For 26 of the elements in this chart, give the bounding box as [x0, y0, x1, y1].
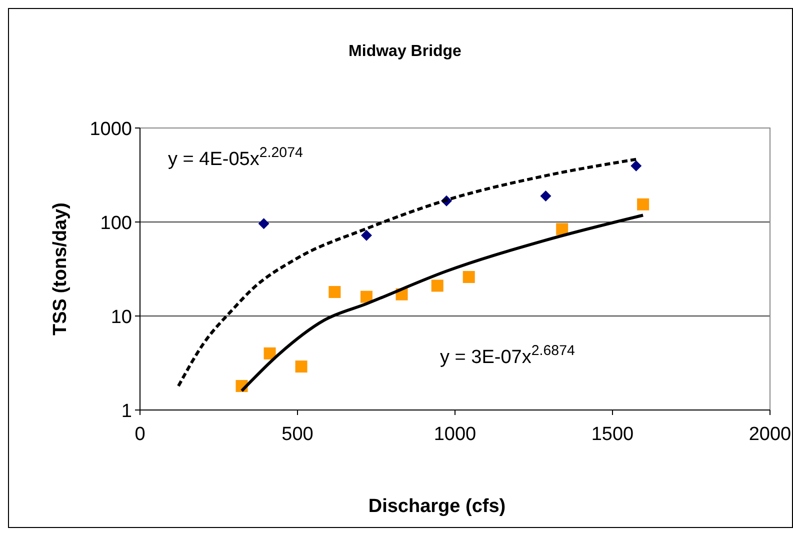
x-tick-label: 500 [282, 424, 314, 445]
y-tick-label: 10 [110, 307, 132, 328]
point [360, 290, 372, 303]
x-tick-label: 1000 [434, 424, 476, 445]
point [462, 270, 475, 283]
x-tick-label: 2000 [748, 424, 792, 445]
point [630, 160, 642, 172]
point [295, 360, 308, 373]
point [264, 347, 276, 360]
x-tick-label: 0 [134, 424, 146, 445]
y-tick-label: 1000 [90, 119, 132, 140]
point [556, 223, 568, 236]
y-axis-title: TSS (tons/day) [50, 202, 71, 336]
point [328, 286, 341, 298]
annotation: y = 3E-07x$^{2.6874}$ [440, 343, 576, 368]
y-tick-label: 100 [100, 213, 132, 234]
x-axis-title: Discharge (cfs) [368, 496, 506, 517]
annotation: y = 4E-05x$^{2.2074}$ [168, 145, 304, 170]
point [360, 230, 372, 241]
point [637, 198, 650, 210]
point [540, 190, 552, 202]
x-tick-label: 1500 [591, 424, 634, 445]
chart-title: Midway Bridge [348, 43, 462, 60]
point [258, 218, 270, 230]
y-tick-label: 1 [121, 401, 132, 422]
point [431, 280, 444, 292]
